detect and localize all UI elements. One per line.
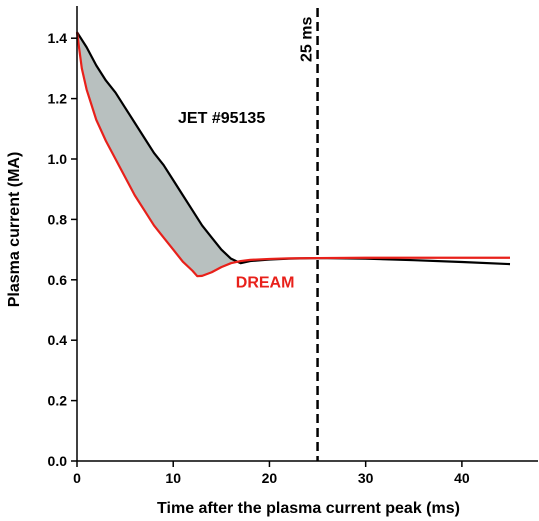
y-tick-label: 1.4 [48, 30, 68, 46]
y-axis-title: Plasma current (MA) [6, 152, 23, 308]
y-tick-label: 0.6 [48, 272, 68, 288]
x-tick-label: 30 [358, 470, 374, 486]
y-tick-label: 0.8 [48, 211, 68, 227]
annotation-dream: DREAM [236, 274, 295, 291]
jet-dream-difference-fill [77, 32, 251, 277]
y-tick-label: 0.4 [48, 332, 68, 348]
series-lines-layer [75, 31, 511, 278]
vline-label: 25 ms [299, 17, 316, 62]
annotation-jet-95135: JET #95135 [178, 110, 265, 127]
ticks-layer: 0 10 20 30 40 0.0 0.2 0.4 0.6 0.8 1.0 1.2 1.4 [48, 30, 470, 486]
x-tick-label: 20 [262, 470, 278, 486]
x-tick-label: 40 [454, 470, 470, 486]
x-tick-label: 10 [165, 470, 181, 486]
axes-layer [76, 6, 538, 462]
series-line-dream [75, 32, 510, 278]
annotation-layer: Time after the plasma current peak (ms) P… [6, 110, 460, 517]
x-axis-title: Time after the plasma current peak (ms) [157, 500, 460, 517]
difference-fill-layer [77, 32, 251, 277]
y-tick-label: 1.2 [48, 91, 68, 107]
y-tick-label: 0.2 [48, 393, 68, 409]
y-tick-label: 1.0 [48, 151, 68, 167]
reference-line-layer: 25 ms [299, 8, 319, 461]
y-tick-label: 0.0 [48, 453, 68, 469]
x-tick-label: 0 [73, 470, 81, 486]
